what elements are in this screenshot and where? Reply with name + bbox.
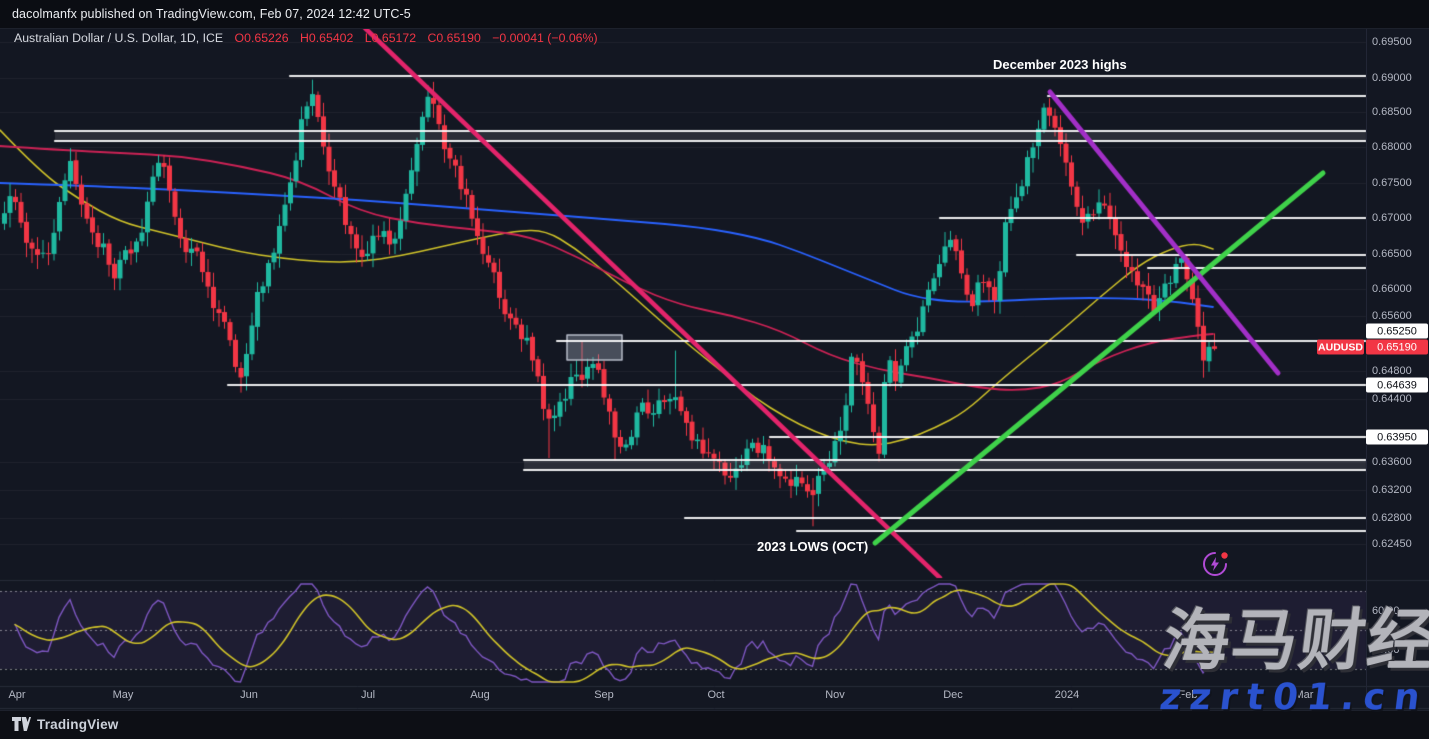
price-axis-label: 0.69500 [1372, 36, 1412, 48]
price-axis-label: 0.64800 [1372, 365, 1412, 377]
price-axis-label: 0.63600 [1372, 456, 1412, 468]
ohlc-close-label: C [427, 31, 437, 45]
ohlc-low: 0.65172 [371, 31, 417, 45]
price-axis-label: 0.66000 [1372, 283, 1412, 295]
symbol-price-badge: AUDUSD [1317, 339, 1364, 355]
price-axis-label: 0.63950 [1366, 429, 1428, 445]
time-axis-label: Sep [594, 689, 614, 701]
tradingview-logo-link[interactable]: TradingView [12, 716, 118, 733]
price-axis-label: 0.67500 [1372, 177, 1412, 189]
footer-bar: TradingView [0, 710, 1429, 739]
price-axis-separator [1366, 28, 1367, 708]
price-axis-label: 0.65190 [1366, 339, 1428, 355]
time-axis-label: Aug [470, 689, 490, 701]
price-axis-label: 0.65600 [1372, 310, 1412, 322]
time-axis-label: Mar [1294, 689, 1314, 701]
time-axis-label: Jul [360, 689, 376, 701]
price-axis-label: 0.66500 [1372, 248, 1412, 260]
flash-ideas-button[interactable] [1201, 550, 1229, 578]
price-axis-label: 0.65250 [1366, 323, 1428, 339]
price-axis-label: 0.64639 [1366, 377, 1428, 393]
time-axis-label: Oct [707, 689, 725, 701]
price-axis-label: 0.62450 [1372, 538, 1412, 550]
price-change: −0.00041 (−0.06%) [492, 31, 598, 45]
symbol-title: Australian Dollar / U.S. Dollar, 1D, ICE [14, 31, 224, 45]
price-axis-label: 0.68000 [1372, 141, 1412, 153]
price-axis-label: 0.68500 [1372, 106, 1412, 118]
price-axis-label: 0.69000 [1372, 72, 1412, 84]
publish-info: dacolmanfx published on TradingView.com,… [12, 7, 411, 21]
ohlc-close: 0.65190 [436, 31, 481, 45]
time-axis-label: May [112, 689, 134, 701]
price-axis-label: 0.67000 [1372, 212, 1412, 224]
publish-banner: dacolmanfx published on TradingView.com,… [0, 0, 1429, 29]
annotation-december-highs[interactable]: December 2023 highs [993, 57, 1127, 72]
ohlc-open: 0.65226 [244, 31, 289, 45]
time-axis-label: 2024 [1054, 689, 1080, 701]
lightning-icon [1203, 552, 1228, 576]
time-axis-label: Dec [943, 689, 963, 701]
chart-legend[interactable]: Australian Dollar / U.S. Dollar, 1D, ICE… [14, 31, 598, 45]
price-axis-label: 60.00 [1372, 605, 1400, 617]
tradingview-logo-text: TradingView [37, 717, 119, 732]
time-axis-label: Apr [8, 689, 26, 701]
price-axis-label: 0.64400 [1372, 393, 1412, 405]
price-axis-label: 0.62800 [1372, 512, 1412, 524]
time-axis-label: Nov [825, 689, 845, 701]
ohlc-high-label: H [300, 31, 309, 45]
price-axis-label: 40.00 [1372, 644, 1400, 656]
ohlc-open-label: O [234, 31, 245, 45]
ohlc-high: 0.65402 [308, 31, 354, 45]
ohlc-low-label: L [364, 31, 372, 45]
annotation-2023-lows[interactable]: 2023 LOWS (OCT) [757, 539, 869, 554]
time-axis-label: Feb [1178, 689, 1198, 701]
tradingview-logo-icon [12, 717, 31, 731]
time-axis-label: Jun [240, 689, 258, 701]
price-axis-label: 0.63200 [1372, 484, 1412, 496]
